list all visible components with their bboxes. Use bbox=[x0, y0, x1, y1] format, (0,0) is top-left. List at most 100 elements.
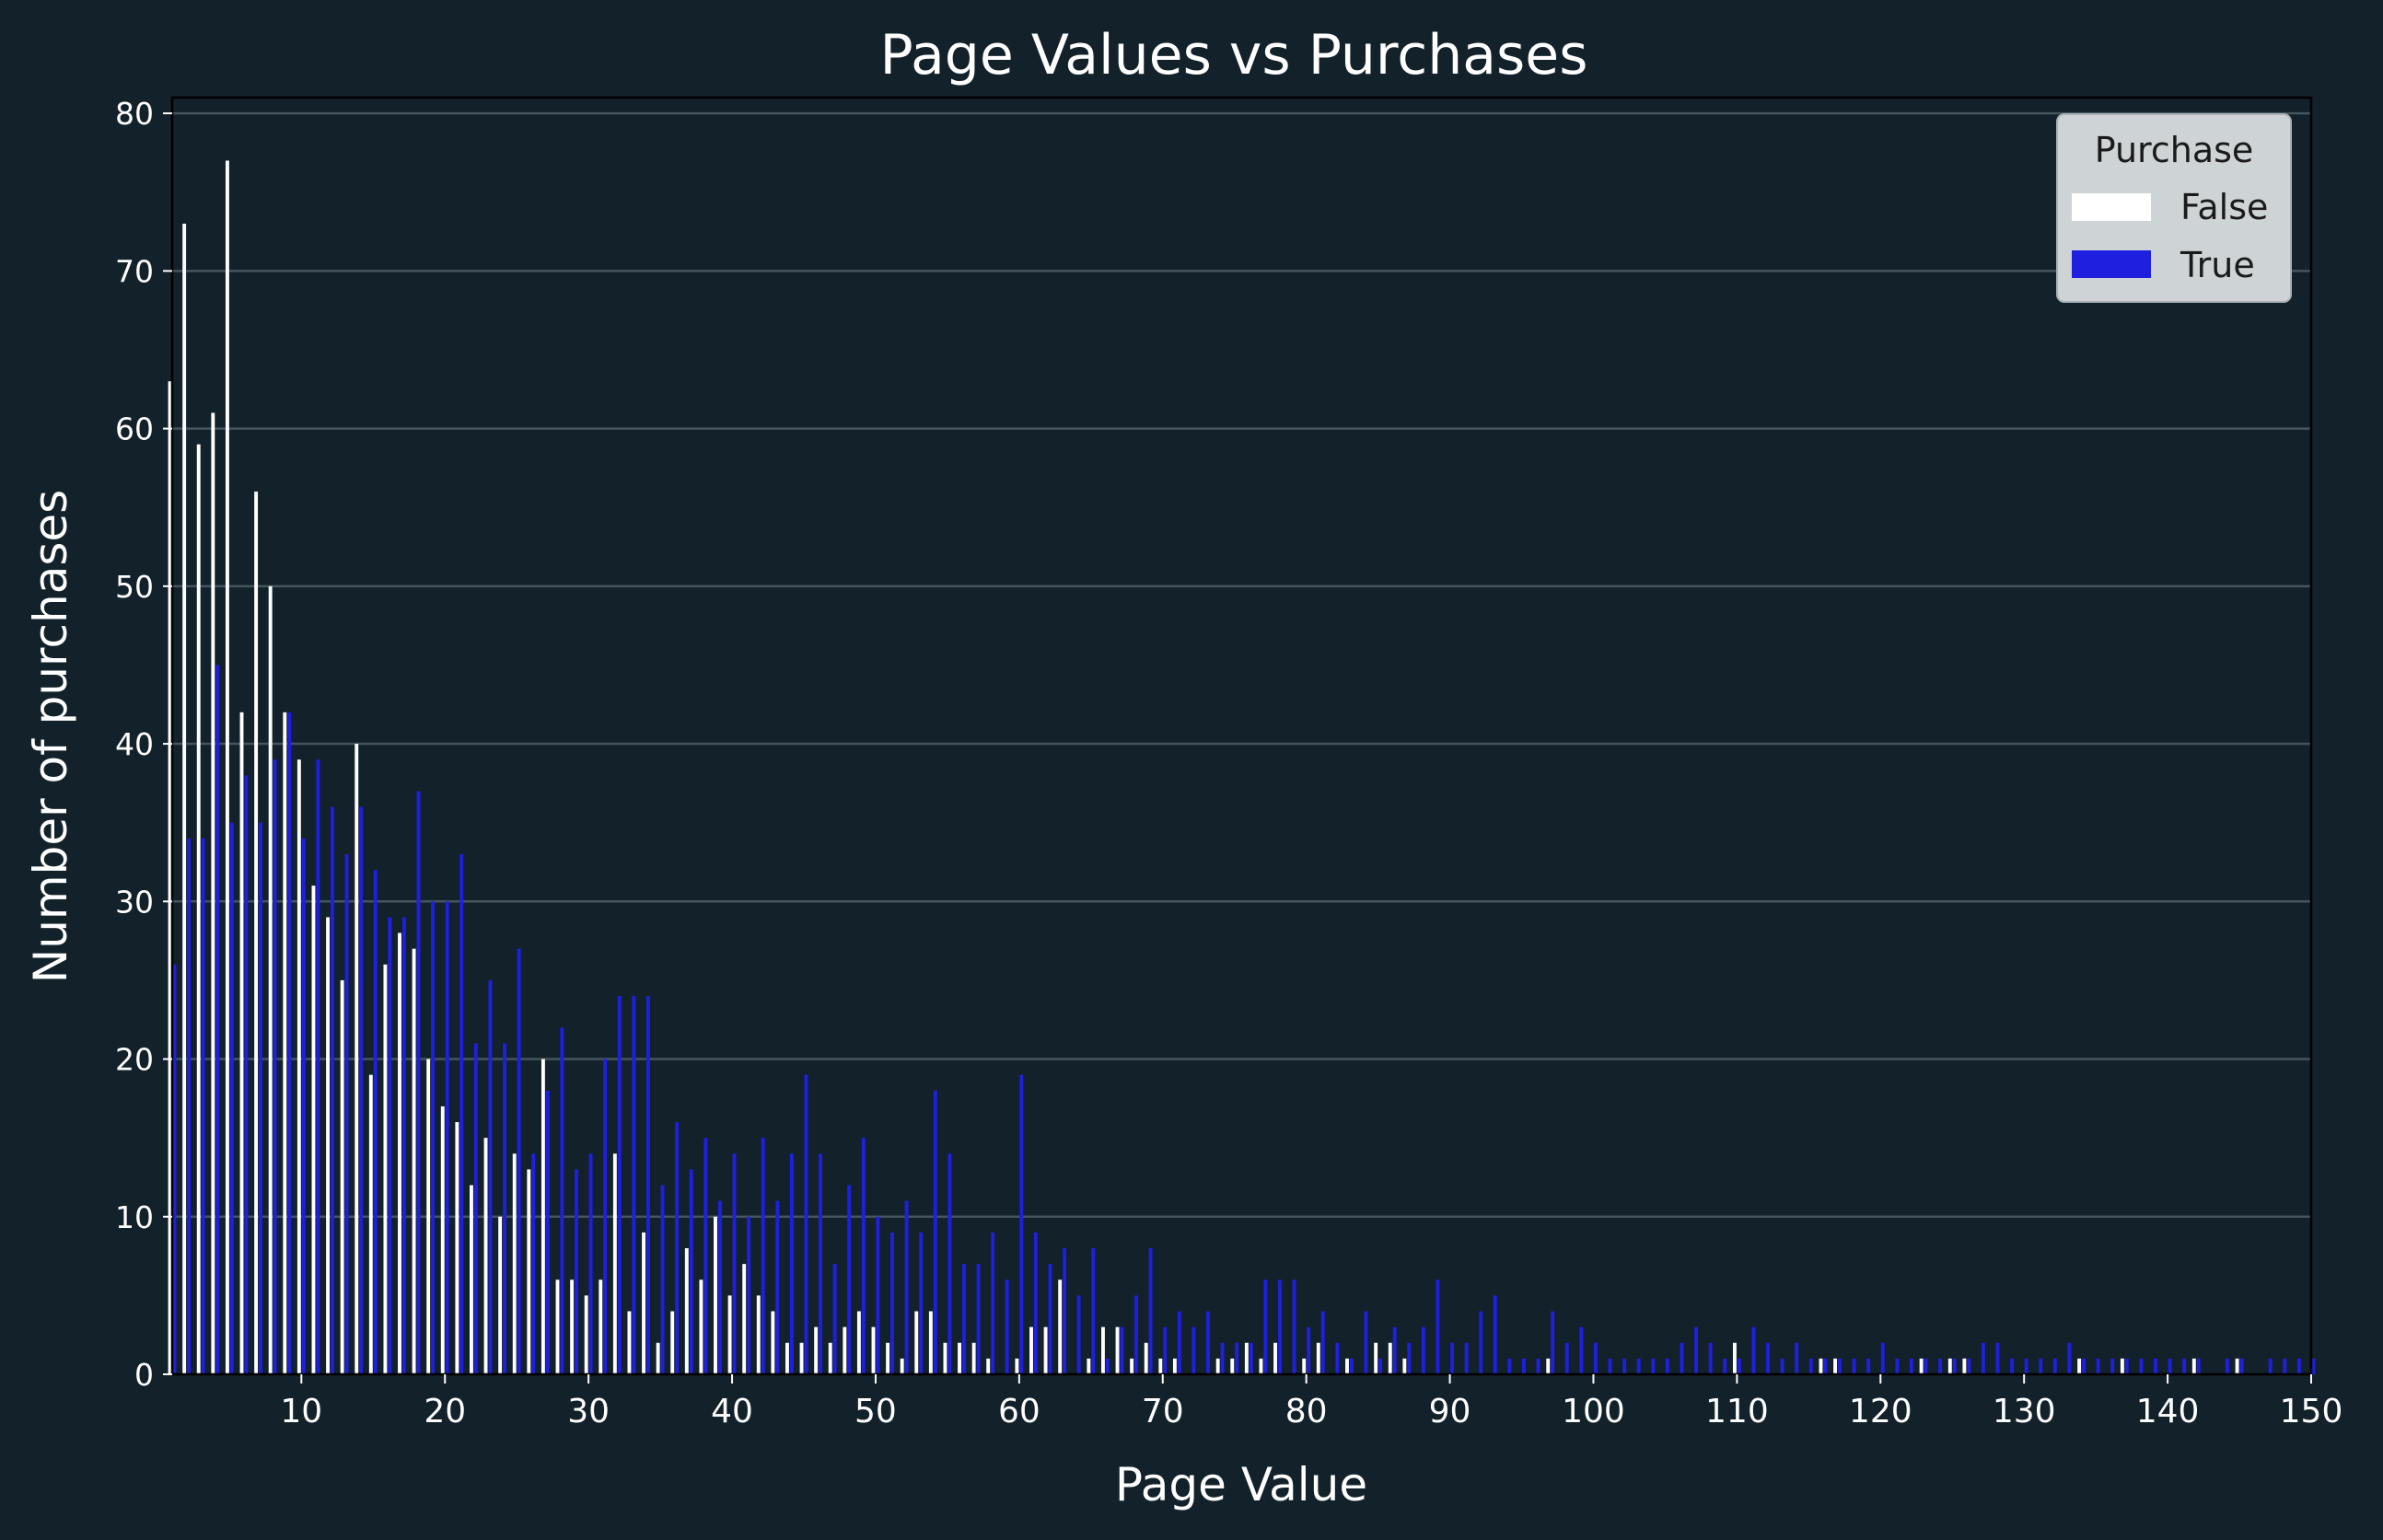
bar-true-101 bbox=[1608, 1358, 1612, 1374]
bar-true-140 bbox=[2168, 1358, 2172, 1374]
bar-true-60 bbox=[1019, 1074, 1024, 1374]
x-tick-label-50: 50 bbox=[854, 1393, 897, 1430]
bar-true-57 bbox=[976, 1264, 981, 1374]
bar-true-40 bbox=[732, 1153, 737, 1374]
bar-false-71 bbox=[1172, 1358, 1177, 1374]
bar-false-123 bbox=[1919, 1358, 1924, 1374]
bar-false-12 bbox=[326, 917, 330, 1374]
bar-false-43 bbox=[771, 1311, 775, 1374]
bar-false-46 bbox=[814, 1326, 819, 1374]
bar-false-51 bbox=[886, 1342, 890, 1374]
bar-true-2 bbox=[187, 838, 191, 1374]
bar-true-110 bbox=[1737, 1358, 1741, 1374]
bar-true-66 bbox=[1105, 1358, 1110, 1374]
bar-true-96 bbox=[1536, 1358, 1540, 1374]
bar-false-61 bbox=[1029, 1326, 1033, 1374]
bar-true-36 bbox=[675, 1122, 680, 1374]
bar-false-17 bbox=[398, 932, 401, 1374]
bar-true-48 bbox=[847, 1185, 852, 1374]
bar-false-67 bbox=[1115, 1326, 1120, 1374]
bar-false-5 bbox=[225, 160, 229, 1375]
bar-false-8 bbox=[268, 585, 273, 1374]
bar-true-117 bbox=[1838, 1358, 1842, 1374]
bar-true-75 bbox=[1235, 1342, 1239, 1374]
bar-true-24 bbox=[503, 1043, 506, 1374]
y-tick-label-70: 70 bbox=[115, 253, 154, 289]
bar-false-56 bbox=[958, 1342, 961, 1374]
x-tick-label-120: 120 bbox=[1849, 1393, 1912, 1430]
bar-false-55 bbox=[943, 1342, 947, 1374]
bar-true-33 bbox=[632, 996, 636, 1374]
bar-true-142 bbox=[2196, 1358, 2201, 1374]
bar-false-31 bbox=[599, 1279, 603, 1374]
bar-true-72 bbox=[1192, 1326, 1196, 1374]
bar-false-87 bbox=[1402, 1358, 1407, 1374]
bar-false-75 bbox=[1230, 1358, 1235, 1374]
legend-label-false: False bbox=[2180, 187, 2268, 227]
bar-true-150 bbox=[2311, 1358, 2316, 1374]
bar-true-108 bbox=[1708, 1342, 1713, 1374]
bar-false-74 bbox=[1215, 1358, 1220, 1374]
bar-false-77 bbox=[1259, 1358, 1263, 1374]
bar-true-11 bbox=[316, 759, 320, 1374]
bar-true-127 bbox=[1981, 1342, 1985, 1374]
bar-true-38 bbox=[703, 1138, 708, 1374]
bar-false-117 bbox=[1833, 1358, 1838, 1374]
bar-true-63 bbox=[1063, 1248, 1067, 1374]
bar-true-49 bbox=[861, 1138, 866, 1374]
bar-true-119 bbox=[1866, 1358, 1871, 1374]
bar-true-16 bbox=[388, 917, 392, 1374]
chart-title: Page Values vs Purchases bbox=[880, 23, 1588, 87]
bar-false-52 bbox=[900, 1358, 904, 1374]
bar-false-30 bbox=[584, 1295, 588, 1374]
bar-true-148 bbox=[2283, 1358, 2287, 1374]
bar-true-144 bbox=[2225, 1358, 2229, 1374]
bar-false-34 bbox=[642, 1232, 645, 1374]
bar-false-80 bbox=[1302, 1358, 1307, 1374]
bar-true-71 bbox=[1177, 1311, 1181, 1374]
bar-true-129 bbox=[2010, 1358, 2014, 1374]
bar-true-26 bbox=[531, 1153, 536, 1374]
bar-true-12 bbox=[330, 806, 334, 1374]
bar-true-7 bbox=[259, 822, 262, 1374]
bar-true-69 bbox=[1148, 1248, 1153, 1374]
bar-true-100 bbox=[1593, 1342, 1598, 1374]
bar-true-97 bbox=[1551, 1311, 1555, 1374]
bar-false-23 bbox=[483, 1138, 488, 1374]
bar-false-86 bbox=[1388, 1342, 1392, 1374]
bar-false-58 bbox=[986, 1358, 991, 1374]
x-tick-label-60: 60 bbox=[998, 1393, 1040, 1430]
bar-true-82 bbox=[1335, 1342, 1340, 1374]
bar-true-80 bbox=[1307, 1326, 1311, 1374]
legend: Purchase False True bbox=[2056, 113, 2292, 303]
bar-true-70 bbox=[1163, 1326, 1168, 1374]
bar-true-83 bbox=[1349, 1358, 1354, 1374]
x-tick-label-110: 110 bbox=[1705, 1393, 1769, 1430]
x-tick-label-100: 100 bbox=[1562, 1393, 1625, 1430]
bar-true-58 bbox=[991, 1232, 995, 1374]
bar-true-1 bbox=[172, 964, 177, 1374]
bar-true-31 bbox=[603, 1059, 608, 1374]
bar-false-126 bbox=[1962, 1358, 1967, 1374]
bar-true-62 bbox=[1048, 1264, 1052, 1374]
bar-true-44 bbox=[789, 1153, 794, 1374]
bar-false-4 bbox=[211, 412, 215, 1375]
bar-true-9 bbox=[287, 712, 292, 1374]
bar-false-37 bbox=[684, 1248, 689, 1374]
x-tick-label-150: 150 bbox=[2280, 1393, 2343, 1430]
x-tick-label-10: 10 bbox=[280, 1393, 322, 1430]
bar-false-85 bbox=[1374, 1342, 1378, 1374]
y-tick-label-0: 0 bbox=[134, 1357, 154, 1393]
bar-true-68 bbox=[1134, 1295, 1138, 1374]
bar-true-135 bbox=[2096, 1358, 2100, 1374]
bar-true-105 bbox=[1665, 1358, 1669, 1374]
bar-true-29 bbox=[575, 1169, 578, 1374]
bar-true-73 bbox=[1206, 1311, 1210, 1374]
bar-true-25 bbox=[517, 948, 521, 1374]
bar-true-115 bbox=[1808, 1358, 1813, 1374]
bar-true-145 bbox=[2239, 1358, 2244, 1374]
bar-true-102 bbox=[1622, 1358, 1627, 1374]
bar-true-124 bbox=[1938, 1358, 1943, 1374]
